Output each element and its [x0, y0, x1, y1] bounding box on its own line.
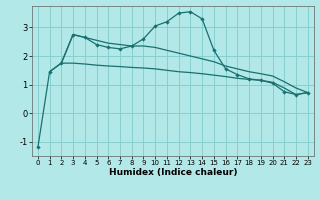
X-axis label: Humidex (Indice chaleur): Humidex (Indice chaleur) [108, 168, 237, 177]
